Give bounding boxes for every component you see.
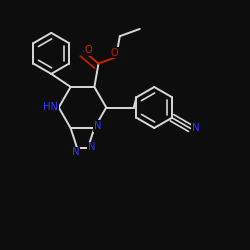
Text: N: N: [88, 142, 95, 152]
Text: O: O: [85, 46, 92, 56]
Text: HN: HN: [43, 102, 58, 113]
Text: N: N: [72, 148, 80, 158]
Text: N: N: [192, 123, 199, 133]
Text: O: O: [111, 48, 119, 58]
Text: N: N: [94, 121, 101, 131]
